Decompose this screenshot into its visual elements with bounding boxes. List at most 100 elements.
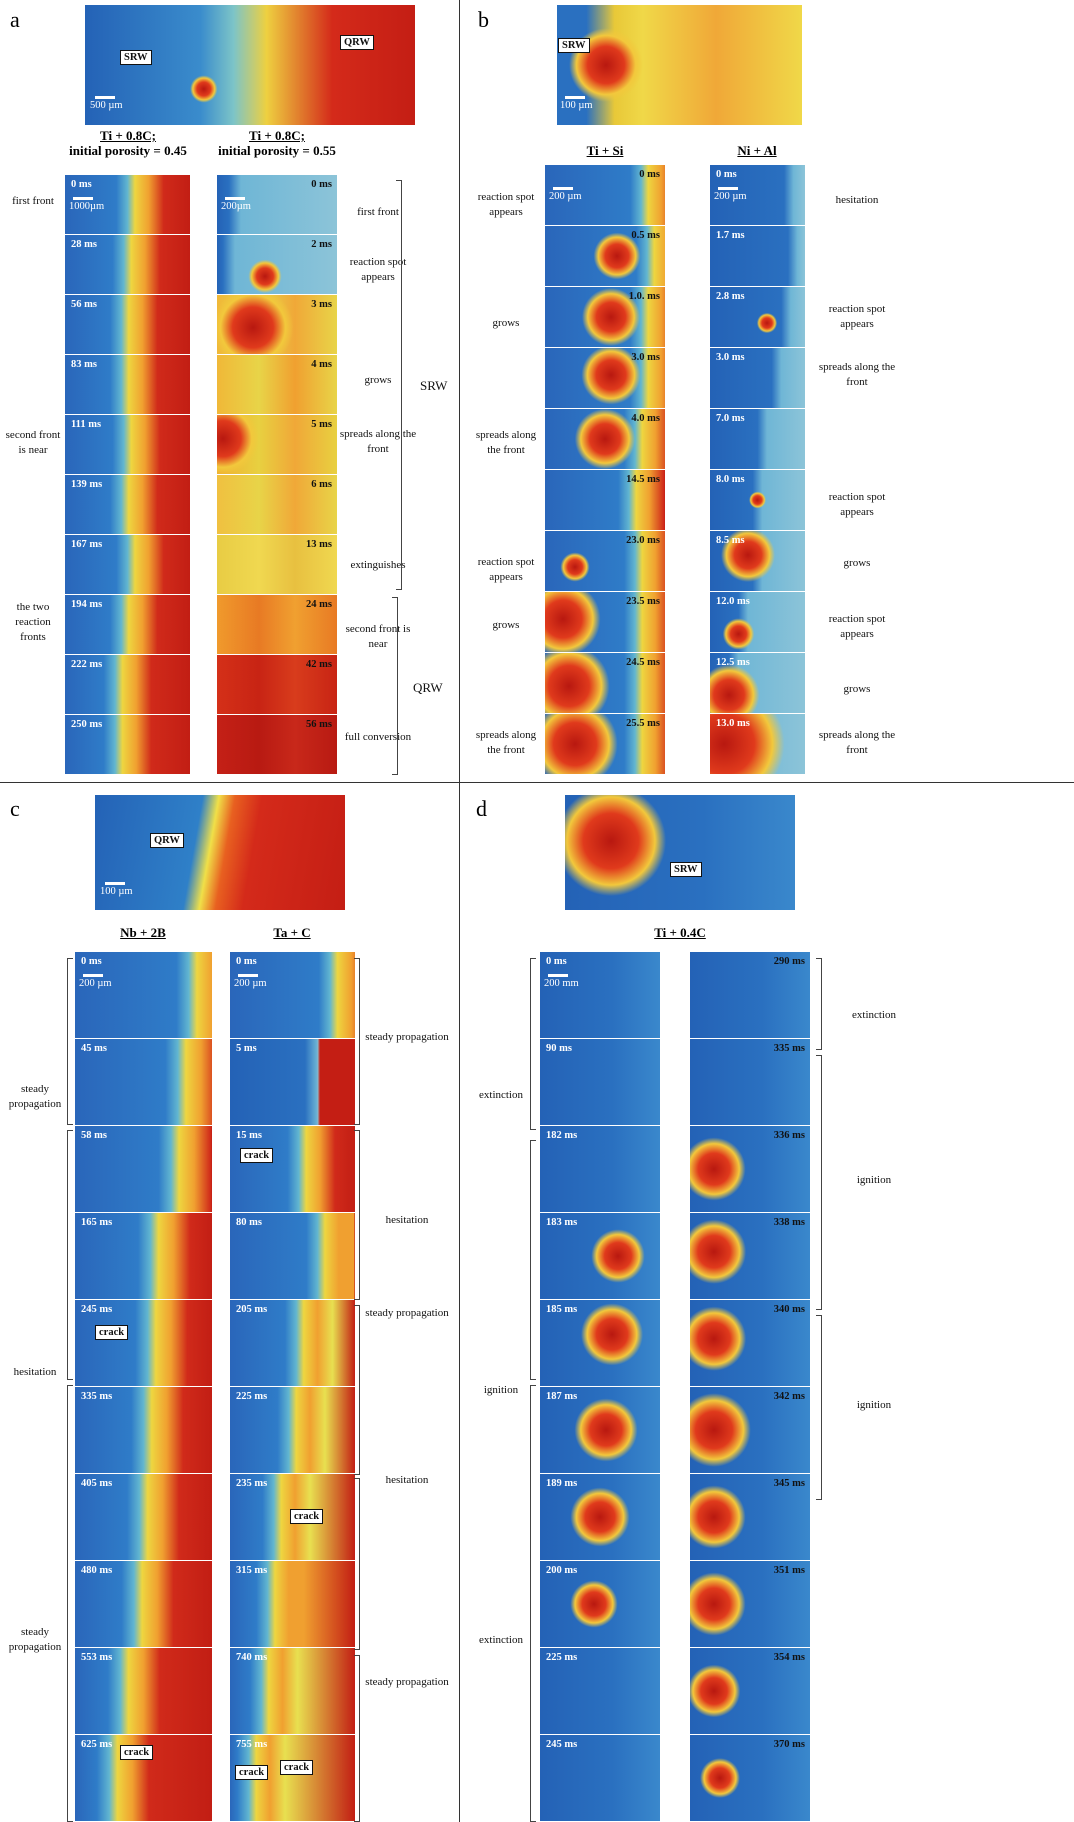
time-label: 290 ms (774, 956, 805, 967)
frame-image: 13 ms (217, 535, 337, 595)
annotation: hesitation (362, 1213, 452, 1228)
frame-image: 80 ms (230, 1213, 355, 1300)
time-label: 24 ms (306, 599, 332, 610)
frame-image: 189 ms (540, 1474, 660, 1561)
time-label: 165 ms (81, 1217, 112, 1228)
annotation: hesitation (362, 1473, 452, 1488)
frame-image: 167 ms (65, 535, 190, 595)
time-label: 23.0 ms (626, 535, 660, 546)
frame-image: 5 ms (217, 415, 337, 475)
frame-image: 24 ms (217, 595, 337, 655)
time-label: 28 ms (71, 239, 97, 250)
scale-label: 200 µm (79, 978, 112, 989)
scale-bar (553, 187, 573, 190)
frame-image: 1.7 ms (710, 226, 805, 287)
annotation: steady propagation (2, 1082, 68, 1112)
time-label: 7.0 ms (716, 413, 745, 424)
time-label: 2.8 ms (716, 291, 745, 302)
scale-bar (83, 974, 103, 977)
time-label: 315 ms (236, 1565, 267, 1576)
time-label: 2 ms (311, 239, 332, 250)
frame-image: 354 ms (690, 1648, 810, 1735)
frame-image: 56 ms (65, 295, 190, 355)
frame-image: 23.5 ms (545, 592, 665, 653)
annotation: full conversion (338, 730, 418, 745)
time-label: 0 ms (81, 956, 102, 967)
scale-label: 100 µm (100, 886, 133, 897)
frame-image: 342 ms (690, 1387, 810, 1474)
annotation: hesitation (2, 1365, 68, 1380)
frame-image: 4 ms (217, 355, 337, 415)
time-label: 167 ms (71, 539, 102, 550)
scale-label: 200 mm (544, 978, 579, 989)
frame-image: 290 ms (690, 952, 810, 1039)
panel-divider (459, 0, 460, 1822)
frame-image: 58 ms (75, 1126, 212, 1213)
time-label: 338 ms (774, 1217, 805, 1228)
annotation: steady propagation (362, 1306, 452, 1321)
frame-image: 15 ms (230, 1126, 355, 1213)
crack-label: crack (235, 1765, 268, 1780)
annotation: grows (812, 556, 902, 571)
annotation: steady propagation (2, 1625, 68, 1655)
annotation: extinction (470, 1633, 532, 1648)
crack-label: crack (290, 1509, 323, 1524)
bracket (354, 1305, 360, 1475)
time-label: 340 ms (774, 1304, 805, 1315)
frame-image: 2 ms (217, 235, 337, 295)
scale-bar (238, 974, 258, 977)
time-label: 80 ms (236, 1217, 262, 1228)
figure: aSRWQRW500 µmTi + 0.8C;initial porosity … (0, 0, 1074, 1822)
frame-image: 24.5 ms (545, 653, 665, 714)
frame-image: 83 ms (65, 355, 190, 415)
time-label: 8.0 ms (716, 474, 745, 485)
frame-image: 185 ms (540, 1300, 660, 1387)
time-label: 351 ms (774, 1565, 805, 1576)
bracket (67, 1130, 73, 1380)
annotation: reaction spot appears (812, 302, 902, 332)
annotation: grows (338, 373, 418, 388)
frame-image: 111 ms (65, 415, 190, 475)
frame-image: 740 ms (230, 1648, 355, 1735)
frame-image: 338 ms (690, 1213, 810, 1300)
panel-letter: d (476, 797, 487, 821)
bracket (530, 1385, 536, 1822)
column-header: initial porosity = 0.55 (218, 143, 336, 159)
annotation: ignition (470, 1383, 532, 1398)
frame-image: 315 ms (230, 1561, 355, 1648)
column-header: Ti + 0.8C; (100, 128, 156, 144)
wave-label: SRW (670, 862, 702, 877)
annotation: extinction (834, 1008, 914, 1023)
frame-image: 3.0 ms (545, 348, 665, 409)
time-label: 5 ms (311, 419, 332, 430)
time-label: 45 ms (81, 1043, 107, 1054)
frame-image: 225 ms (230, 1387, 355, 1474)
time-label: 0 ms (639, 169, 660, 180)
frame-image: 222 ms (65, 655, 190, 715)
time-label: 8.5 ms (716, 535, 745, 546)
time-label: 25.5 ms (626, 718, 660, 729)
frame-image: 405 ms (75, 1474, 212, 1561)
annotation: steady propagation (362, 1675, 452, 1690)
scale-bar (565, 96, 585, 99)
time-label: 225 ms (546, 1652, 577, 1663)
panel-letter: c (10, 797, 20, 821)
frame-image: 370 ms (690, 1735, 810, 1822)
time-label: 5 ms (236, 1043, 257, 1054)
scale-bar (548, 974, 568, 977)
time-label: 200 ms (546, 1565, 577, 1576)
frame-image: 13.0 ms (710, 714, 805, 775)
frame-image: 183 ms (540, 1213, 660, 1300)
time-label: 139 ms (71, 479, 102, 490)
scale-label: 1000µm (69, 201, 104, 212)
column-header: Ti + 0.4C (654, 925, 706, 941)
time-label: 42 ms (306, 659, 332, 670)
frame-image: 25.5 ms (545, 714, 665, 775)
annotation: ignition (834, 1173, 914, 1188)
frame-image: 139 ms (65, 475, 190, 535)
bracket-label: QRW (413, 680, 443, 695)
annotation: second front is near (2, 428, 64, 458)
